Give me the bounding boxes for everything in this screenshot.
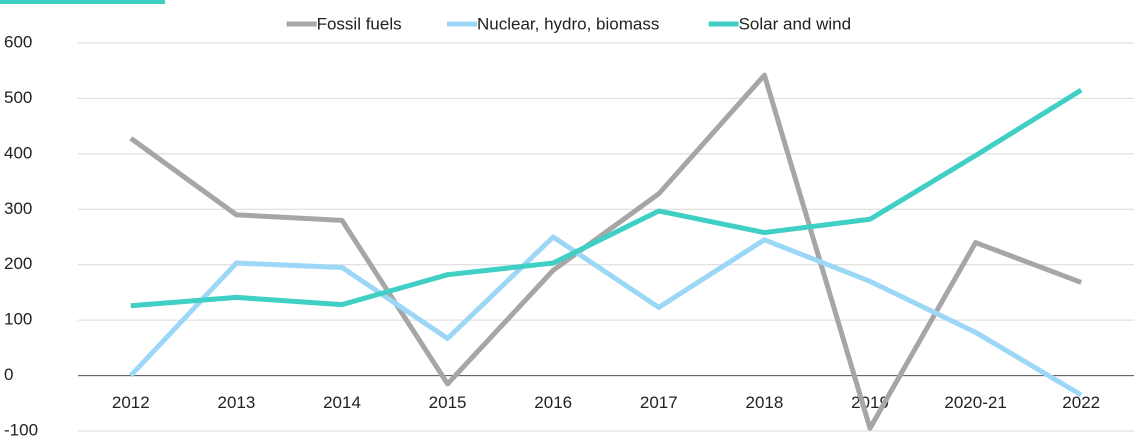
line-series bbox=[128, 234, 1083, 398]
y-tick-label: 200 bbox=[4, 254, 32, 273]
legend-label: Nuclear, hydro, biomass bbox=[477, 14, 659, 33]
x-tick-label: 2016 bbox=[534, 393, 572, 412]
legend-label: Solar and wind bbox=[739, 14, 851, 33]
accent-bar bbox=[0, 0, 165, 4]
x-tick-label: 2014 bbox=[323, 393, 361, 412]
x-tick-label: 2012 bbox=[112, 393, 150, 412]
legend-label: Fossil fuels bbox=[317, 14, 402, 33]
y-tick-label: 600 bbox=[4, 32, 32, 51]
line-series bbox=[129, 72, 1083, 431]
y-tick-label: 500 bbox=[4, 88, 32, 107]
y-tick-label: 300 bbox=[4, 199, 32, 218]
x-tick-label: 2013 bbox=[217, 393, 255, 412]
y-tick-label: -100 bbox=[4, 420, 38, 439]
x-tick-label: 2020-21 bbox=[944, 393, 1006, 412]
y-tick-label: 400 bbox=[4, 143, 32, 162]
x-tick-label: 2018 bbox=[745, 393, 783, 412]
line-series bbox=[130, 87, 1083, 309]
x-tick-label: 2022 bbox=[1062, 393, 1100, 412]
y-tick-label: 100 bbox=[4, 310, 32, 329]
x-tick-label: 2017 bbox=[640, 393, 678, 412]
x-tick-label: 2015 bbox=[429, 393, 467, 412]
y-tick-label: 0 bbox=[4, 365, 13, 384]
